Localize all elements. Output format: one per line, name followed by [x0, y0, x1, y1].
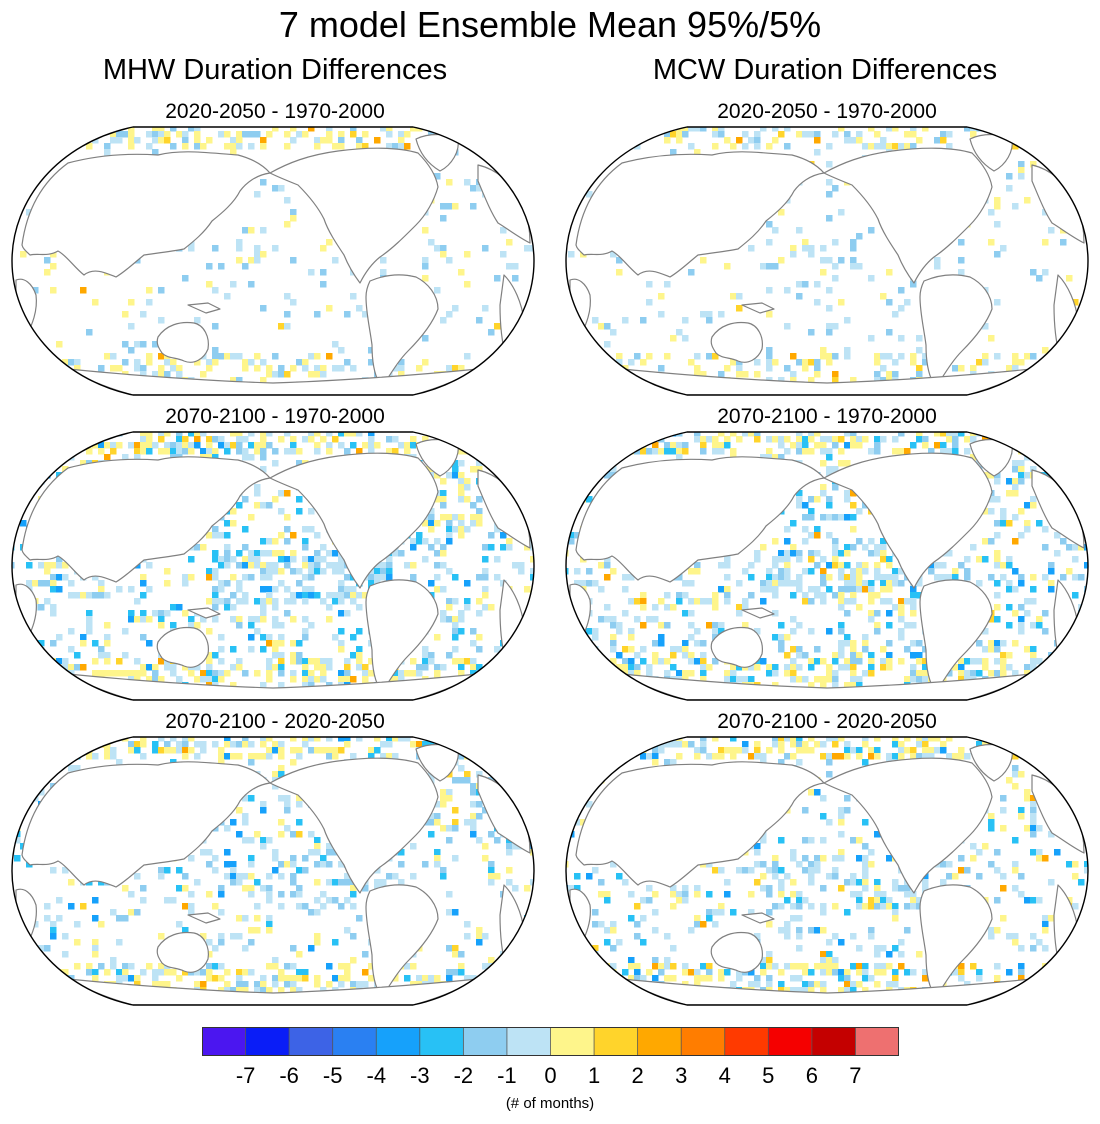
colorbar-tick-label: 4 [718, 1063, 731, 1088]
colorbar-swatch [202, 1027, 246, 1056]
colorbar-swatch [811, 1027, 856, 1056]
continent-outline [21, 151, 271, 278]
map-mcw-2070-2100-vs-2020-2050 [562, 735, 1092, 1007]
colorbar-swatch [506, 1027, 551, 1056]
map-border [11, 736, 535, 1006]
column-title-mhw: MHW Duration Differences [102, 54, 448, 86]
panel-title-mcw-2070-2100-vs-1970-2000: 2070-2100 - 1970-2000 [717, 405, 937, 428]
panel-title-mhw-2070-2100-vs-1970-2000: 2070-2100 - 1970-2000 [165, 405, 385, 428]
colorbar-tick-label: 3 [675, 1063, 688, 1088]
colorbar-tick-label: 2 [631, 1063, 644, 1088]
continent-outline [269, 452, 439, 589]
continent-outline [365, 884, 439, 998]
colorbar-tick-label: 1 [587, 1063, 601, 1088]
colorbar-swatch [419, 1027, 464, 1056]
anomaly-field [566, 432, 1088, 700]
continent-outline [187, 912, 221, 924]
map-border [565, 736, 1089, 1006]
continent-outline [919, 579, 993, 693]
colorbar-swatch [550, 1027, 595, 1056]
colorbar-tick-label: 0 [544, 1063, 557, 1088]
continent-outline [365, 274, 439, 388]
continent-outline [919, 884, 993, 998]
colorbar-swatch [289, 1027, 333, 1056]
colorbar [202, 1027, 899, 1056]
colorbar-tick-label: 6 [805, 1063, 819, 1088]
continent-outline [919, 274, 993, 388]
colorbar-tick-label: -3 [410, 1063, 430, 1088]
continent-outline [365, 579, 439, 693]
colorbar-swatch [463, 1027, 508, 1056]
continent-outline [269, 757, 439, 894]
map-mhw-2070-2100-vs-2020-2050 [8, 735, 538, 1007]
anomaly-field [12, 432, 534, 700]
colorbar-tick-label: -2 [453, 1063, 474, 1088]
continent-outline [575, 151, 825, 278]
continent-outline [710, 321, 763, 363]
anomaly-field [12, 127, 534, 395]
continent-outline [741, 912, 775, 924]
continent-outline [575, 761, 825, 888]
colorbar-swatch [724, 1027, 769, 1056]
map-mhw-2020-2050 [8, 125, 538, 397]
continent-outline [156, 626, 209, 668]
map-border [565, 126, 1089, 396]
map-mcw-2020-2050 [562, 125, 1092, 397]
colorbar-swatch [376, 1027, 421, 1056]
panel-title-mcw-2020-2050: 2020-2050 - 1970-2000 [717, 100, 937, 123]
continent-outline [823, 757, 993, 894]
continent-outline [187, 302, 221, 314]
continent-outline [21, 761, 271, 888]
map-border [11, 431, 535, 701]
colorbar-border [202, 1027, 899, 1056]
colorbar-swatch [332, 1027, 377, 1056]
colorbar-units: (# of months) [505, 1095, 595, 1112]
continent-outline [269, 147, 439, 284]
colorbar-swatch [594, 1027, 638, 1056]
anomaly-field [566, 737, 1088, 1005]
figure-title: 7 model Ensemble Mean 95%/5% [278, 4, 822, 45]
colorbar-swatch [855, 1027, 899, 1056]
continent-outline [575, 456, 825, 583]
anomaly-field [566, 127, 1088, 395]
map-border [565, 431, 1089, 701]
colorbar-swatch [637, 1027, 682, 1056]
continent-outline [741, 302, 775, 314]
colorbar-swatch [768, 1027, 813, 1056]
continent-outline [156, 931, 209, 973]
map-mhw-2070-2100-vs-1970-2000 [8, 430, 538, 702]
colorbar-tick-label: -6 [279, 1063, 299, 1088]
panel-title-mhw-2020-2050: 2020-2050 - 1970-2000 [165, 100, 385, 123]
continent-outline [710, 626, 763, 668]
colorbar-tick-label: -4 [366, 1063, 387, 1088]
continent-outline [187, 607, 221, 619]
colorbar-swatch [245, 1027, 290, 1056]
colorbar-tick-label: -5 [322, 1063, 343, 1088]
continent-outline [823, 452, 993, 589]
colorbar-swatch [681, 1027, 726, 1056]
continent-outline [823, 147, 993, 284]
panel-title-mhw-2070-2100-vs-2020-2050: 2070-2100 - 2020-2050 [165, 710, 385, 733]
continent-outline [710, 931, 763, 973]
colorbar-tick-label: 5 [762, 1063, 775, 1088]
map-mcw-2070-2100-vs-1970-2000 [562, 430, 1092, 702]
map-border [11, 126, 535, 396]
colorbar-tick-label: 7 [849, 1063, 862, 1088]
column-title-mcw: MCW Duration Differences [652, 54, 998, 86]
anomaly-field [12, 737, 534, 1005]
panel-title-mcw-2070-2100-vs-2020-2050: 2070-2100 - 2020-2050 [717, 710, 937, 733]
colorbar-tick-label: -7 [235, 1063, 256, 1088]
colorbar-tick-label: -1 [497, 1063, 517, 1088]
continent-outline [156, 321, 209, 363]
continent-outline [21, 456, 271, 583]
continent-outline [741, 607, 775, 619]
